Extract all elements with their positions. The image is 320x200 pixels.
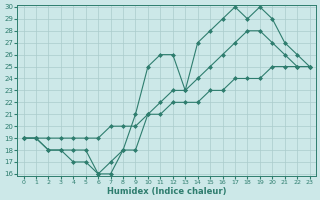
- X-axis label: Humidex (Indice chaleur): Humidex (Indice chaleur): [107, 187, 226, 196]
